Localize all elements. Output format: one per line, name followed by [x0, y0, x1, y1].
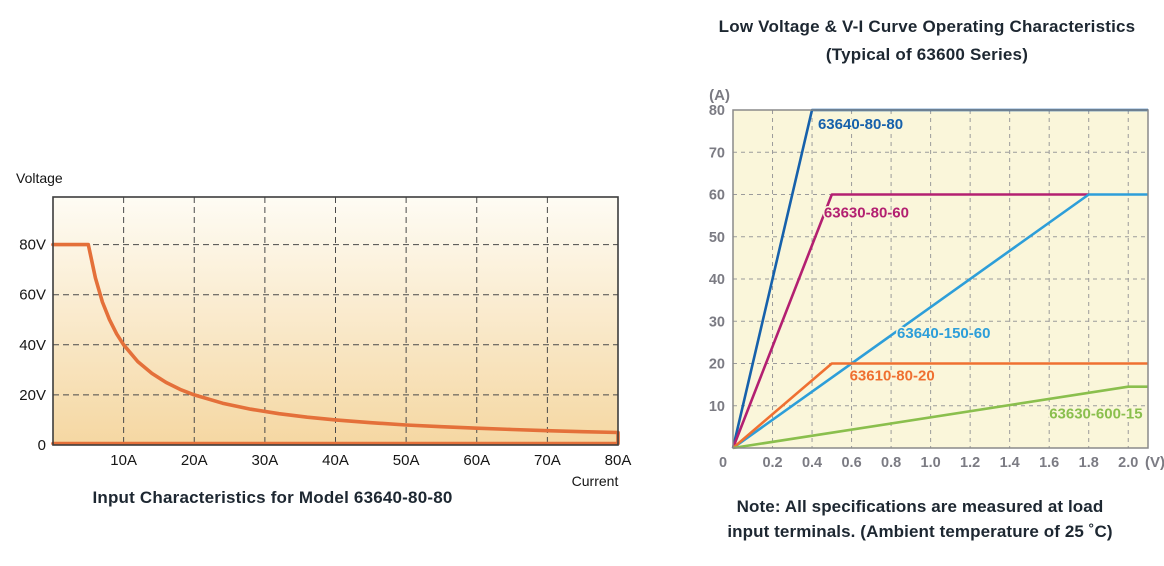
svg-text:(V): (V) [1145, 454, 1164, 471]
svg-text:1.4: 1.4 [1000, 455, 1020, 471]
svg-text:70: 70 [709, 145, 725, 161]
svg-text:50A: 50A [393, 452, 420, 469]
svg-text:20V: 20V [19, 387, 46, 404]
svg-text:0.4: 0.4 [802, 455, 822, 471]
svg-text:0: 0 [38, 437, 46, 454]
svg-text:2.0: 2.0 [1118, 455, 1138, 471]
note-line2: input terminals. (Ambient temperature of… [727, 522, 1113, 541]
svg-text:(A): (A) [709, 88, 730, 104]
svg-text:20: 20 [709, 357, 725, 373]
svg-text:40: 40 [709, 272, 725, 288]
svg-text:80: 80 [709, 103, 725, 119]
left-chart-caption: Input Characteristics for Model 63640-80… [92, 488, 453, 507]
measurement-note: Note: All specifications are measured at… [676, 494, 1164, 544]
svg-text:80V: 80V [19, 237, 46, 254]
svg-text:0: 0 [719, 455, 727, 471]
svg-text:30A: 30A [252, 452, 279, 469]
right-chart-title: Low Voltage & V-I Curve Operating Charac… [690, 13, 1164, 69]
svg-text:20A: 20A [181, 452, 208, 469]
right-chart-title-line2: (Typical of 63600 Series) [825, 45, 1029, 64]
svg-text:0.2: 0.2 [762, 455, 782, 471]
svg-text:0.6: 0.6 [841, 455, 861, 471]
svg-text:50: 50 [709, 230, 725, 246]
svg-text:40V: 40V [19, 337, 46, 354]
svg-text:63630-80-60: 63630-80-60 [824, 205, 909, 222]
right-chart-title-line1: Low Voltage & V-I Curve Operating Charac… [718, 17, 1136, 36]
note-line1: Note: All specifications are measured at… [736, 497, 1104, 516]
svg-text:1.0: 1.0 [921, 455, 941, 471]
left-chart-y-axis-title: Voltage [16, 170, 63, 186]
svg-text:60: 60 [709, 188, 725, 204]
svg-text:1.2: 1.2 [960, 455, 980, 471]
left-chart-x-axis-title: Current [571, 473, 619, 489]
svg-text:10: 10 [709, 399, 725, 415]
input-characteristics-plot: 0 20V 40V 60V 80V 10A 20A 30A 40A 50A 60A 70A 80A [19, 196, 632, 469]
svg-text:40A: 40A [322, 452, 349, 469]
svg-text:1.8: 1.8 [1079, 455, 1099, 471]
svg-text:60A: 60A [463, 452, 490, 469]
svg-text:60V: 60V [19, 287, 46, 304]
svg-text:63610-80-20: 63610-80-20 [850, 367, 935, 384]
svg-text:63640-80-80: 63640-80-80 [818, 116, 903, 133]
svg-text:30: 30 [709, 314, 725, 330]
low-voltage-vi-plot: 63640-80-80 63630-80-60 63640-150-60 63610-… [709, 88, 1164, 471]
svg-text:0.8: 0.8 [881, 455, 901, 471]
svg-text:1.6: 1.6 [1039, 455, 1059, 471]
svg-text:63640-150-60: 63640-150-60 [897, 325, 990, 342]
svg-text:80A: 80A [605, 452, 632, 469]
svg-text:10A: 10A [110, 452, 137, 469]
svg-text:70A: 70A [534, 452, 561, 469]
svg-text:63630-600-15: 63630-600-15 [1049, 405, 1142, 422]
